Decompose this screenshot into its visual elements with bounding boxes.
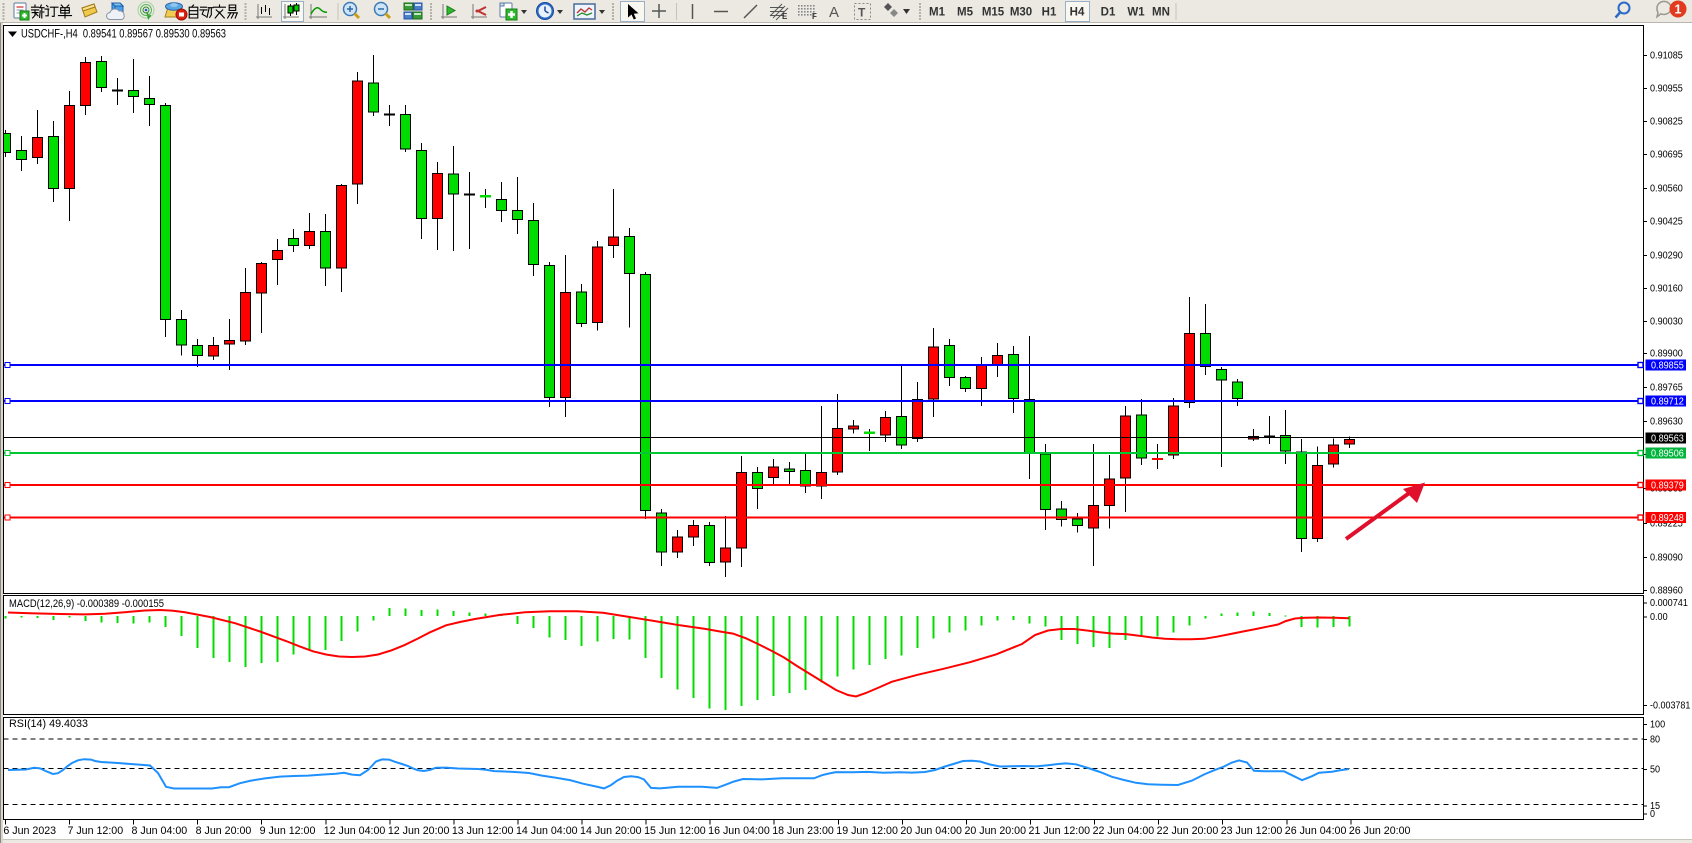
svg-text:14 Jun 20:00: 14 Jun 20:00 <box>580 825 642 837</box>
svg-text:M1: M1 <box>929 7 946 19</box>
svg-text:0.90695: 0.90695 <box>1650 150 1683 161</box>
svg-text:0.90825: 0.90825 <box>1650 117 1683 128</box>
svg-text:USDCHF-,H4 0.89541 0.89567 0.: USDCHF-,H4 0.89541 0.89567 0.89530 0.895… <box>21 27 226 41</box>
svg-text:0.89765: 0.89765 <box>1650 383 1683 394</box>
svg-text:T: T <box>858 6 866 20</box>
svg-text:0.89379: 0.89379 <box>1651 481 1684 492</box>
svg-text:-0.003781: -0.003781 <box>1650 701 1691 712</box>
svg-text:22 Jun 04:00: 22 Jun 04:00 <box>1093 825 1155 837</box>
svg-text:12 Jun 04:00: 12 Jun 04:00 <box>324 825 386 837</box>
svg-text:0.90560: 0.90560 <box>1650 184 1683 195</box>
svg-text:0.90425: 0.90425 <box>1650 217 1683 228</box>
svg-text:0.89630: 0.89630 <box>1650 417 1683 428</box>
svg-text:0.90290: 0.90290 <box>1650 251 1683 262</box>
svg-text:MACD(12,26,9) -0.000389 -0.000: MACD(12,26,9) -0.000389 -0.000155 <box>9 598 164 610</box>
svg-text:0.89225: 0.89225 <box>1650 519 1683 530</box>
svg-text:1: 1 <box>1675 3 1682 17</box>
svg-text:H4: H4 <box>1070 7 1085 19</box>
svg-text:A: A <box>829 4 839 21</box>
svg-text:23 Jun 12:00: 23 Jun 12:00 <box>1221 825 1283 837</box>
svg-text:E: E <box>782 12 788 21</box>
svg-text:M15: M15 <box>982 7 1005 19</box>
svg-text:0.000741: 0.000741 <box>1650 598 1688 609</box>
svg-text:0.89900: 0.89900 <box>1650 349 1683 360</box>
svg-text:0.88960: 0.88960 <box>1650 586 1683 597</box>
svg-text:0.89563: 0.89563 <box>1651 434 1684 445</box>
svg-text:D1: D1 <box>1101 7 1116 19</box>
svg-text:0.90160: 0.90160 <box>1650 284 1683 295</box>
svg-text:W1: W1 <box>1127 7 1145 19</box>
svg-text:22 Jun 20:00: 22 Jun 20:00 <box>1157 825 1219 837</box>
svg-text:16 Jun 04:00: 16 Jun 04:00 <box>708 825 770 837</box>
svg-text:0.89248: 0.89248 <box>1651 513 1684 524</box>
svg-text:9 Jun 12:00: 9 Jun 12:00 <box>260 825 316 837</box>
svg-text:6 Jun 2023: 6 Jun 2023 <box>3 825 56 837</box>
svg-text:MN: MN <box>1152 7 1170 19</box>
svg-text:7 Jun 12:00: 7 Jun 12:00 <box>67 825 123 837</box>
svg-text:12 Jun 20:00: 12 Jun 20:00 <box>388 825 450 837</box>
svg-text:50: 50 <box>1650 765 1660 776</box>
svg-text:M5: M5 <box>957 7 974 19</box>
svg-text:19 Jun 12:00: 19 Jun 12:00 <box>836 825 898 837</box>
svg-text:26 Jun 04:00: 26 Jun 04:00 <box>1285 825 1347 837</box>
svg-text:0.89090: 0.89090 <box>1650 553 1683 564</box>
svg-text:18 Jun 23:00: 18 Jun 23:00 <box>772 825 834 837</box>
svg-text:0: 0 <box>1650 809 1655 820</box>
svg-text:26 Jun 20:00: 26 Jun 20:00 <box>1349 825 1411 837</box>
svg-text:15 Jun 12:00: 15 Jun 12:00 <box>644 825 706 837</box>
svg-text:0.00: 0.00 <box>1650 612 1668 623</box>
svg-text:15: 15 <box>1650 801 1660 812</box>
svg-text:RSI(14) 49.4033: RSI(14) 49.4033 <box>9 718 88 730</box>
svg-text:80: 80 <box>1650 735 1660 746</box>
svg-text:0.90030: 0.90030 <box>1650 317 1683 328</box>
svg-text:20 Jun 20:00: 20 Jun 20:00 <box>964 825 1026 837</box>
svg-text:21 Jun 12:00: 21 Jun 12:00 <box>1029 825 1091 837</box>
svg-text:8 Jun 04:00: 8 Jun 04:00 <box>132 825 188 837</box>
svg-text:F: F <box>812 12 817 21</box>
svg-text:13 Jun 12:00: 13 Jun 12:00 <box>452 825 514 837</box>
svg-text:8 Jun 20:00: 8 Jun 20:00 <box>196 825 252 837</box>
svg-text:20 Jun 04:00: 20 Jun 04:00 <box>900 825 962 837</box>
svg-text:100: 100 <box>1650 720 1665 731</box>
svg-text:M30: M30 <box>1010 7 1032 19</box>
svg-text:0.89506: 0.89506 <box>1651 449 1684 460</box>
svg-text:14 Jun 04:00: 14 Jun 04:00 <box>516 825 578 837</box>
svg-text:0.90955: 0.90955 <box>1650 84 1683 95</box>
svg-text:0.89712: 0.89712 <box>1651 397 1684 408</box>
svg-text:0.89855: 0.89855 <box>1651 361 1684 372</box>
svg-text:H1: H1 <box>1042 7 1057 19</box>
svg-text:0.91085: 0.91085 <box>1650 51 1683 62</box>
